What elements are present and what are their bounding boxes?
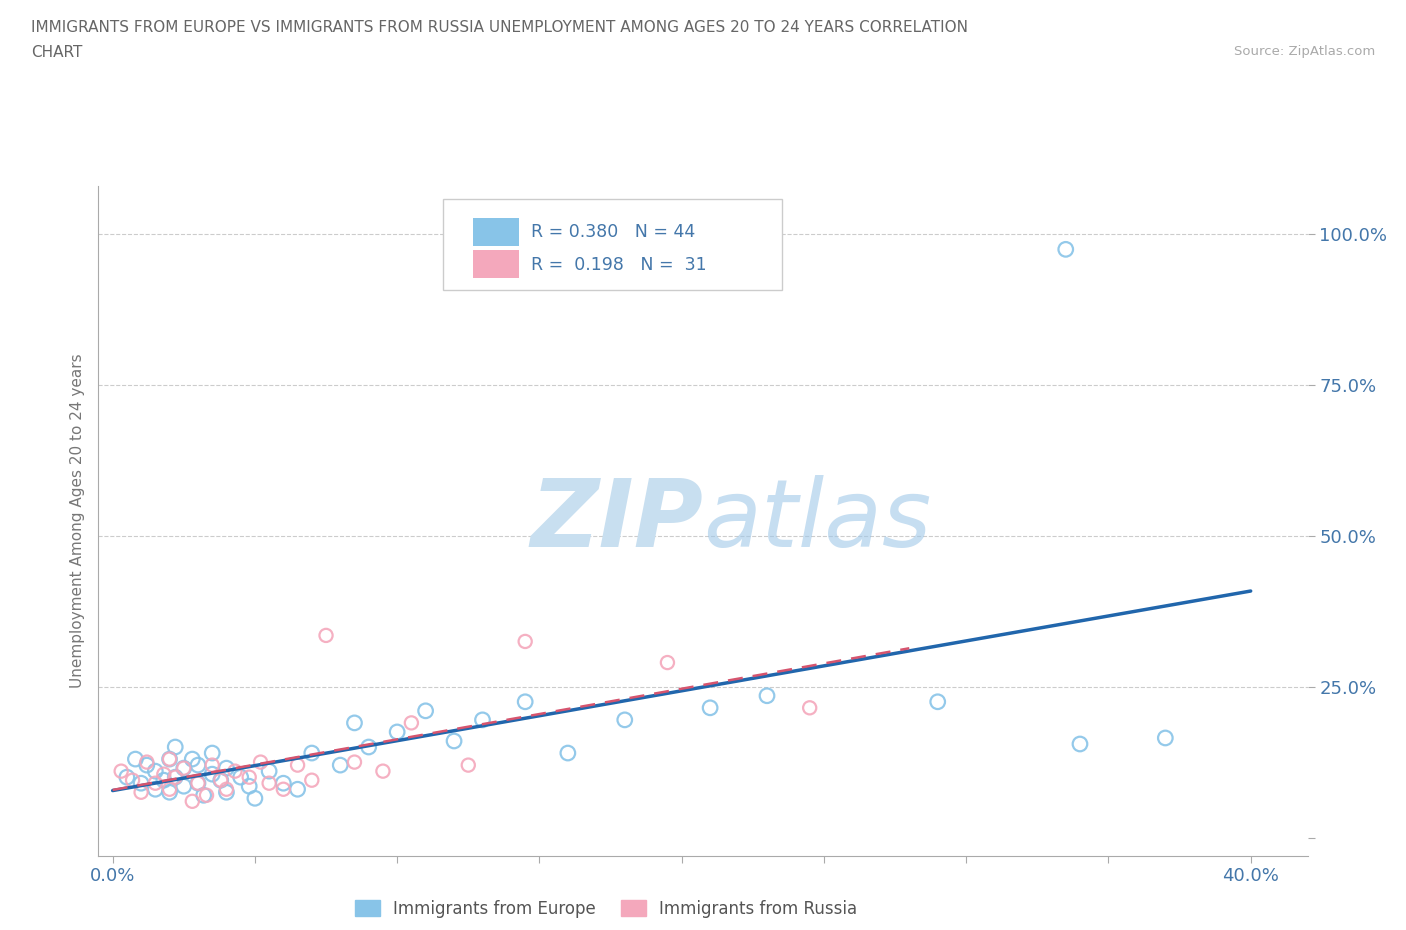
Point xyxy=(699,700,721,715)
Point xyxy=(209,773,232,788)
Point xyxy=(173,761,195,776)
Point xyxy=(110,764,132,778)
Point xyxy=(471,712,494,727)
Point xyxy=(343,754,366,769)
Point xyxy=(165,770,187,785)
Point xyxy=(135,758,157,773)
Point xyxy=(159,782,181,797)
Text: ZIP: ZIP xyxy=(530,475,703,566)
Point xyxy=(443,734,465,749)
Point xyxy=(1054,242,1077,257)
Point xyxy=(153,773,176,788)
Point xyxy=(343,715,366,730)
Point xyxy=(159,751,181,766)
Point xyxy=(557,746,579,761)
Point xyxy=(457,758,479,773)
Point xyxy=(173,761,195,776)
Point xyxy=(135,754,157,769)
Point xyxy=(124,751,146,766)
Point xyxy=(1154,731,1177,746)
Text: R = 0.380   N = 44: R = 0.380 N = 44 xyxy=(531,223,696,241)
Point xyxy=(193,788,215,803)
Point xyxy=(209,773,232,788)
Point xyxy=(371,764,394,778)
Point xyxy=(165,739,187,754)
Point xyxy=(515,634,537,649)
Point xyxy=(243,790,266,805)
Point xyxy=(215,761,238,776)
Point xyxy=(273,782,295,797)
Point xyxy=(515,695,537,710)
Point xyxy=(143,764,166,778)
Point xyxy=(273,776,295,790)
Point xyxy=(238,778,260,793)
Point xyxy=(115,770,138,785)
Point xyxy=(129,785,152,800)
Point xyxy=(159,751,181,766)
Point xyxy=(287,782,309,797)
Point xyxy=(181,794,204,809)
Point xyxy=(1069,737,1091,751)
Point xyxy=(173,778,195,793)
Text: atlas: atlas xyxy=(703,475,931,566)
Point xyxy=(159,785,181,800)
Point xyxy=(329,758,352,773)
Point xyxy=(129,776,152,790)
Point xyxy=(357,739,380,754)
Point xyxy=(187,758,209,773)
FancyBboxPatch shape xyxy=(474,250,519,278)
Point xyxy=(257,764,280,778)
Point xyxy=(229,770,252,785)
Point xyxy=(415,703,437,718)
Text: IMMIGRANTS FROM EUROPE VS IMMIGRANTS FROM RUSSIA UNEMPLOYMENT AMONG AGES 20 TO 2: IMMIGRANTS FROM EUROPE VS IMMIGRANTS FRO… xyxy=(31,20,967,35)
Point xyxy=(201,758,224,773)
Text: Source: ZipAtlas.com: Source: ZipAtlas.com xyxy=(1234,45,1375,58)
Point xyxy=(215,782,238,797)
Point xyxy=(153,766,176,781)
Point xyxy=(799,700,821,715)
Legend: Immigrants from Europe, Immigrants from Russia: Immigrants from Europe, Immigrants from … xyxy=(349,893,865,924)
Point xyxy=(927,695,949,710)
Point xyxy=(657,655,679,670)
Text: CHART: CHART xyxy=(31,45,83,60)
FancyBboxPatch shape xyxy=(474,219,519,246)
Point xyxy=(181,751,204,766)
Point xyxy=(201,746,224,761)
Point xyxy=(385,724,408,739)
Point xyxy=(165,770,187,785)
Point xyxy=(224,764,246,778)
Point xyxy=(187,776,209,790)
Y-axis label: Unemployment Among Ages 20 to 24 years: Unemployment Among Ages 20 to 24 years xyxy=(69,353,84,688)
Point xyxy=(143,776,166,790)
Point xyxy=(238,770,260,785)
Point xyxy=(401,715,423,730)
Text: R =  0.198   N =  31: R = 0.198 N = 31 xyxy=(531,256,707,274)
Point xyxy=(301,773,323,788)
Point xyxy=(187,776,209,790)
Point xyxy=(287,758,309,773)
Point xyxy=(121,773,143,788)
Point xyxy=(143,782,166,797)
Point xyxy=(613,712,636,727)
Point xyxy=(257,776,280,790)
Point xyxy=(215,785,238,800)
Point xyxy=(756,688,779,703)
Point xyxy=(201,766,224,781)
Point xyxy=(301,746,323,761)
Point xyxy=(315,628,337,643)
Point xyxy=(195,788,218,803)
Point xyxy=(249,754,271,769)
FancyBboxPatch shape xyxy=(443,199,782,290)
